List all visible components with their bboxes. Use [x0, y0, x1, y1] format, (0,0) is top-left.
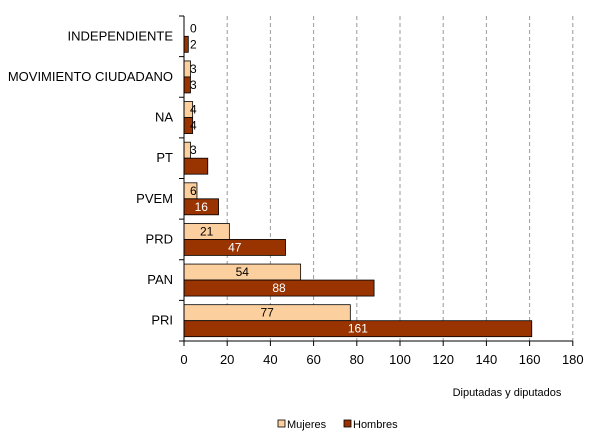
axes	[179, 15, 574, 346]
tick-label-60: 60	[306, 352, 320, 367]
tick-label-120: 120	[432, 352, 454, 367]
tick-label-20: 20	[220, 352, 234, 367]
value-label-hombres-pvem: 16	[195, 200, 209, 214]
value-label-hombres-na: 4	[190, 119, 197, 133]
tick-label-0: 0	[180, 352, 187, 367]
tick-labels: 0 20 40 60 80 100 120 140 160 180	[180, 352, 583, 367]
category-label-pri: PRI	[151, 313, 173, 328]
category-label-independiente: INDEPENDIENTE	[68, 28, 174, 43]
value-label-mujeres-prd: 21	[200, 224, 214, 238]
value-label-mujeres-pan: 54	[236, 265, 250, 279]
bar-hombres-independiente	[183, 35, 189, 53]
value-label-mujeres-independiente: 0	[190, 21, 197, 35]
legend-label-mujeres: Mujeres	[287, 419, 327, 431]
tick-label-80: 80	[350, 352, 364, 367]
value-label-hombres-independiente: 2	[190, 37, 197, 51]
category-labels: INDEPENDIENTE MOVIMIENTO CIUDADANO NA PT PVE…	[8, 28, 173, 327]
category-label-pvem: PVEM	[136, 191, 173, 206]
value-label-mujeres-movimiento-ciudadano: 3	[190, 62, 197, 76]
tick-label-40: 40	[263, 352, 277, 367]
value-label-hombres-pt: 11	[210, 159, 223, 173]
value-label-hombres-movimiento-ciudadano: 3	[190, 78, 197, 92]
bars: 0 2 3 3 4 4 3 11 6 16 21 47 54 88 77 161	[183, 21, 533, 338]
gridlines	[226, 16, 574, 341]
category-label-pt: PT	[156, 150, 173, 165]
value-label-mujeres-pvem: 6	[190, 184, 197, 198]
tick-label-100: 100	[389, 352, 411, 367]
tick-label-180: 180	[562, 352, 584, 367]
value-label-hombres-pan: 88	[272, 281, 286, 295]
category-label-pan: PAN	[147, 272, 173, 287]
value-label-hombres-pri: 161	[348, 322, 368, 336]
value-label-mujeres-pri: 77	[260, 306, 274, 320]
category-label-movimiento-ciudadano: MOVIMIENTO CIUDADANO	[8, 69, 173, 84]
value-label-hombres-prd: 47	[228, 240, 242, 254]
tick-label-140: 140	[476, 352, 498, 367]
value-label-mujeres-na: 4	[190, 103, 197, 117]
value-label-mujeres-pt: 3	[190, 143, 197, 157]
tick-label-160: 160	[519, 352, 541, 367]
x-axis-title: Diputadas y diputados	[453, 387, 562, 399]
category-label-na: NA	[155, 110, 173, 125]
category-label-prd: PRD	[146, 231, 173, 246]
legend: Mujeres Hombres	[277, 419, 398, 431]
legend-label-hombres: Hombres	[353, 419, 398, 431]
bar-hombres-pt	[183, 157, 209, 175]
legend-swatch-mujeres	[277, 419, 286, 428]
legend-swatch-hombres	[343, 419, 352, 428]
